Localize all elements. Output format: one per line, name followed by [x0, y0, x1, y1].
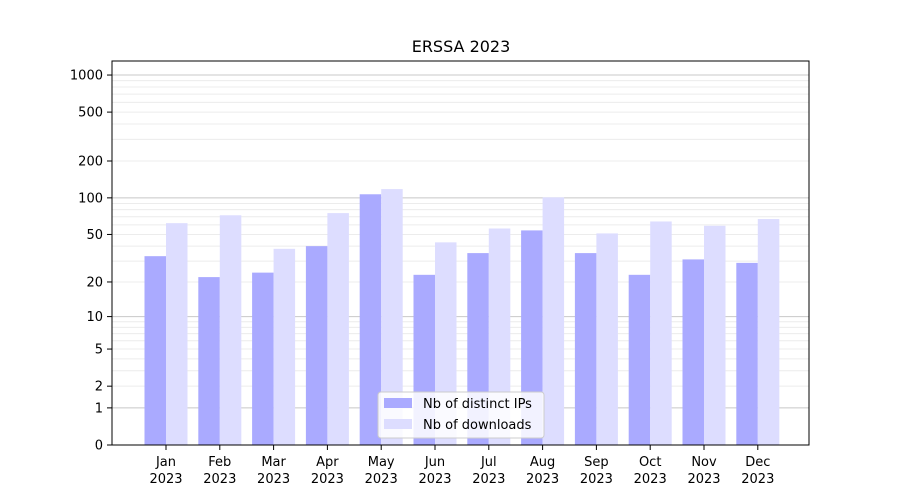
x-tick-label-month: Aug: [530, 455, 555, 470]
x-tick-label-month: Oct: [639, 455, 661, 470]
y-tick-label: 5: [95, 343, 103, 358]
x-tick-label-year: 2023: [149, 472, 182, 487]
x-tick-label-year: 2023: [365, 472, 398, 487]
x-tick-label-year: 2023: [634, 472, 667, 487]
legend-label-ips: Nb of distinct IPs: [423, 397, 532, 412]
y-tick-label: 0: [95, 439, 103, 454]
bar-distinct-ips: [521, 230, 543, 445]
bar-downloads: [542, 197, 565, 445]
y-tick-label: 1000: [70, 69, 103, 84]
y-tick-label: 500: [78, 106, 103, 121]
y-tick-label: 50: [86, 228, 103, 243]
legend-frame: [377, 391, 545, 439]
bar-distinct-ips: [305, 246, 328, 445]
bar-distinct-ips: [628, 274, 651, 445]
x-tick-label-year: 2023: [257, 472, 290, 487]
legend-swatch-ips: [384, 398, 412, 408]
y-tick-label: 10: [86, 310, 103, 325]
bar-downloads: [219, 215, 242, 445]
bar-distinct-ips: [198, 277, 220, 445]
x-tick-label-month: Mar: [261, 455, 286, 470]
x-tick-label-month: Nov: [691, 455, 717, 470]
plot-frame: [111, 60, 810, 446]
y-tick-label: 1: [95, 401, 103, 416]
y-tick-label: 100: [78, 191, 103, 206]
y-tick-label: 2: [95, 380, 103, 395]
bar-distinct-ips: [574, 253, 597, 445]
x-tick-label-year: 2023: [526, 472, 559, 487]
bar-distinct-ips: [144, 256, 166, 445]
x-tick-label-year: 2023: [580, 472, 613, 487]
x-tick-label-year: 2023: [741, 472, 774, 487]
y-tick-label: 20: [86, 275, 103, 290]
bar-downloads: [596, 233, 618, 445]
chart-title: ERSSA 2023: [412, 37, 511, 56]
bar-downloads: [381, 189, 403, 445]
x-tick-label-month: Sep: [584, 455, 609, 470]
x-tick-label-month: Jan: [155, 455, 176, 470]
x-tick-label-year: 2023: [418, 472, 451, 487]
legend-label-downloads: Nb of downloads: [423, 418, 532, 433]
bar-downloads: [650, 221, 672, 445]
bar-distinct-ips: [736, 262, 758, 445]
bar-downloads: [488, 228, 511, 445]
x-tick-label-month: Apr: [316, 455, 339, 470]
legend-swatch-downloads: [384, 419, 412, 429]
x-tick-label-year: 2023: [311, 472, 344, 487]
bar-downloads: [757, 219, 780, 445]
legend: Nb of distinct IPs Nb of downloads: [377, 391, 545, 439]
x-tick-label-year: 2023: [203, 472, 236, 487]
bar-downloads: [704, 225, 726, 445]
x-tick-label-month: Jun: [424, 455, 445, 470]
y-axis: 0 1 2 5 10 20 50 100 200 500 1000: [70, 69, 112, 454]
x-axis: Jan 2023 Feb 2023 Mar 2023 Apr 2023 May 2023 Jun 20…: [149, 445, 774, 487]
x-tick-label-year: 2023: [687, 472, 720, 487]
bar-distinct-ips: [359, 194, 382, 445]
bar-distinct-ips: [252, 272, 274, 445]
x-tick-label-month: Feb: [208, 455, 231, 470]
bar-distinct-ips: [682, 259, 704, 445]
bar-downloads: [166, 223, 188, 445]
x-tick-label-month: Dec: [745, 455, 770, 470]
y-tick-label: 200: [78, 155, 103, 170]
x-tick-label-year: 2023: [472, 472, 505, 487]
x-tick-label-month: Jul: [480, 455, 497, 470]
x-tick-label-month: May: [368, 455, 395, 470]
bar-downloads: [327, 213, 349, 445]
bar-downloads: [273, 248, 296, 445]
